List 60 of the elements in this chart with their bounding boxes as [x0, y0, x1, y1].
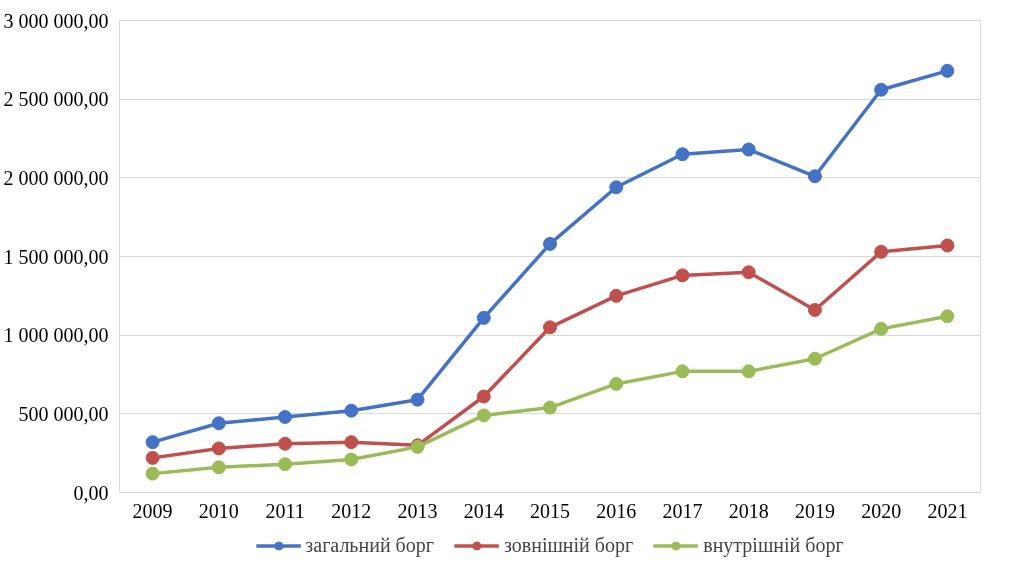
point	[940, 238, 955, 253]
y-tick-label: 2 500 000,00	[3, 88, 109, 111]
point	[476, 408, 491, 423]
x-tick-label: 2017	[662, 499, 703, 522]
point	[278, 457, 293, 472]
x-tick-label: 2009	[132, 499, 173, 522]
point	[145, 435, 160, 450]
point	[940, 63, 955, 78]
x-tick-label: 2012	[331, 499, 372, 522]
point	[675, 364, 690, 379]
x-tick-label: 2011	[265, 499, 305, 522]
y-tick-label: 1 000 000,00	[3, 324, 109, 347]
point	[741, 142, 756, 157]
x-tick-label: 2015	[530, 499, 570, 522]
legend-label: внутрішній борг	[703, 533, 844, 557]
point	[874, 82, 889, 97]
point	[874, 321, 889, 336]
point	[543, 400, 557, 415]
x-tick-label: 2016	[596, 499, 637, 522]
point	[211, 460, 226, 475]
point	[675, 147, 690, 162]
x-tick-label: 2010	[198, 499, 239, 522]
point	[211, 416, 226, 431]
point	[741, 364, 756, 379]
x-tick-label: 2018	[728, 499, 769, 522]
point	[344, 403, 359, 418]
y-tick-label: 3 000 000,00	[3, 9, 109, 32]
point	[476, 389, 491, 404]
x-tick-label: 2013	[397, 499, 438, 522]
point	[807, 303, 822, 317]
point	[609, 288, 624, 303]
y-tick-label: 0,00	[73, 481, 109, 504]
point	[807, 351, 822, 366]
x-tick-label: 2020	[861, 499, 902, 522]
point	[278, 409, 293, 424]
legend-label: зовнішній борг	[503, 533, 634, 557]
point	[410, 392, 425, 407]
x-tick-label: 2014	[463, 499, 504, 522]
point	[940, 309, 955, 324]
point	[874, 244, 889, 259]
point	[675, 268, 690, 283]
point	[145, 450, 160, 465]
point	[344, 435, 359, 450]
point	[476, 310, 491, 325]
point	[807, 169, 822, 184]
point	[741, 265, 756, 280]
point	[543, 236, 557, 251]
x-tick-label: 2021	[927, 499, 968, 522]
point	[145, 466, 160, 481]
y-tick-label: 500 000,00	[18, 402, 109, 425]
point	[609, 376, 624, 391]
point	[211, 441, 226, 456]
x-tick-label: 2019	[794, 499, 835, 522]
point	[344, 452, 359, 467]
y-tick-label: 2 000 000,00	[3, 166, 109, 189]
point	[278, 436, 293, 451]
y-tick-label: 1 500 000,00	[3, 245, 109, 268]
legend-label: загальний борг	[305, 533, 434, 557]
point	[543, 320, 557, 335]
point	[609, 180, 624, 195]
